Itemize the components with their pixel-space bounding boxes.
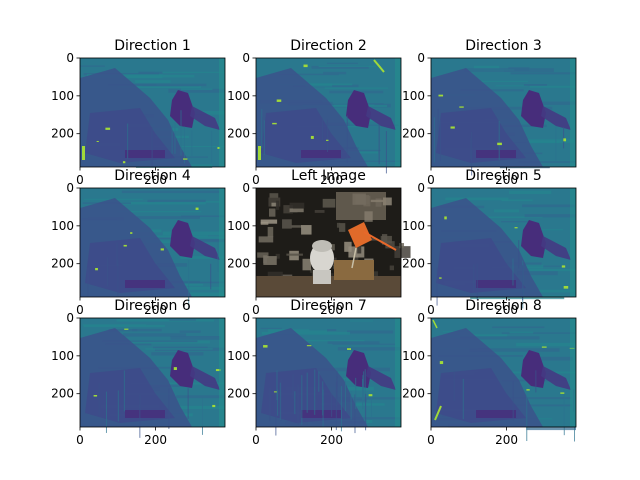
x-tick-label: 0 — [427, 303, 435, 317]
x-tick-label: 0 — [76, 433, 84, 447]
x-tick-label: 200 — [144, 173, 167, 187]
x-tick-label: 0 — [427, 433, 435, 447]
panel-title: Direction 4 — [114, 168, 191, 184]
y-tick-label: 0 — [242, 51, 250, 65]
disparity-map — [431, 58, 576, 176]
axes-frame — [255, 57, 402, 168]
panel-title: Direction 8 — [465, 298, 542, 314]
x-tick-label: 200 — [144, 433, 167, 447]
disparity-map — [80, 58, 225, 168]
x-tick-label: 200 — [320, 303, 343, 317]
x-tick-label: 200 — [144, 303, 167, 317]
y-tick-label: 0 — [417, 51, 425, 65]
axes-frame — [255, 317, 402, 428]
y-tick-label: 200 — [227, 387, 250, 401]
axes-frame — [79, 317, 226, 428]
y-tick-label: 0 — [66, 311, 74, 325]
y-tick-label: 100 — [402, 349, 425, 363]
panel-2: 0 100 200 0 200 — [227, 51, 402, 187]
axes-frame — [79, 57, 226, 168]
disparity-map — [80, 318, 225, 438]
panel-title: Direction 5 — [465, 168, 542, 184]
y-tick-label: 100 — [402, 219, 425, 233]
y-tick-label: 200 — [402, 257, 425, 271]
y-tick-label: 0 — [242, 181, 250, 195]
y-tick-label: 100 — [227, 89, 250, 103]
disparity-map — [431, 188, 576, 309]
y-tick-label: 0 — [417, 181, 425, 195]
y-tick-label: 200 — [227, 257, 250, 271]
panel-title: Direction 3 — [465, 38, 542, 54]
panel-title: Left Image — [291, 168, 366, 184]
disparity-map — [256, 58, 401, 174]
y-tick-label: 100 — [51, 219, 74, 233]
x-tick-label: 200 — [495, 303, 518, 317]
y-tick-label: 200 — [402, 387, 425, 401]
y-tick-label: 200 — [402, 127, 425, 141]
panel-7: 0 100 200 0 200 — [51, 311, 226, 447]
x-tick-label: 200 — [320, 433, 343, 447]
left-image — [256, 188, 411, 297]
y-tick-label: 0 — [66, 51, 74, 65]
panel-4: 0 100 200 0 200 — [51, 181, 226, 317]
x-tick-label: 0 — [76, 303, 84, 317]
y-tick-label: 0 — [242, 311, 250, 325]
x-tick-label: 0 — [252, 173, 260, 187]
axes-frame — [79, 187, 226, 298]
x-tick-label: 0 — [252, 303, 260, 317]
x-tick-label: 200 — [320, 173, 343, 187]
y-tick-label: 200 — [51, 127, 74, 141]
panel-title: Direction 2 — [290, 38, 367, 54]
axes-frame — [430, 187, 577, 298]
panel-6: 0 100 200 0 200 — [402, 181, 577, 317]
panel-title: Direction 6 — [114, 298, 191, 314]
y-tick-label: 0 — [417, 311, 425, 325]
panel-1: 0 100 200 0 200 — [51, 51, 226, 187]
y-tick-label: 200 — [227, 127, 250, 141]
y-tick-label: 100 — [227, 349, 250, 363]
disparity-map — [80, 188, 225, 310]
y-tick-label: 200 — [51, 387, 74, 401]
panel-3: 0 100 200 0 200 — [402, 51, 577, 187]
y-tick-label: 100 — [51, 349, 74, 363]
x-tick-label: 0 — [252, 433, 260, 447]
panel-5: 0 100 200 0 200 — [227, 181, 411, 317]
y-tick-label: 200 — [51, 257, 74, 271]
disparity-map — [256, 318, 401, 436]
axes-frame — [255, 187, 402, 298]
x-tick-label: 200 — [495, 433, 518, 447]
axes-frame — [430, 317, 577, 428]
y-tick-label: 100 — [51, 89, 74, 103]
axes-frame — [430, 57, 577, 168]
panel-title: Direction 1 — [114, 38, 191, 54]
y-tick-label: 0 — [66, 181, 74, 195]
panel-title: Direction 7 — [290, 298, 367, 314]
panel-8: 0 100 200 0 200 — [227, 311, 402, 447]
y-tick-label: 100 — [227, 219, 250, 233]
disparity-map — [431, 318, 576, 442]
x-tick-label: 0 — [427, 173, 435, 187]
x-tick-label: 200 — [495, 173, 518, 187]
y-tick-label: 100 — [402, 89, 425, 103]
x-tick-label: 0 — [76, 173, 84, 187]
panel-9: 0 100 200 0 200 — [402, 311, 577, 447]
